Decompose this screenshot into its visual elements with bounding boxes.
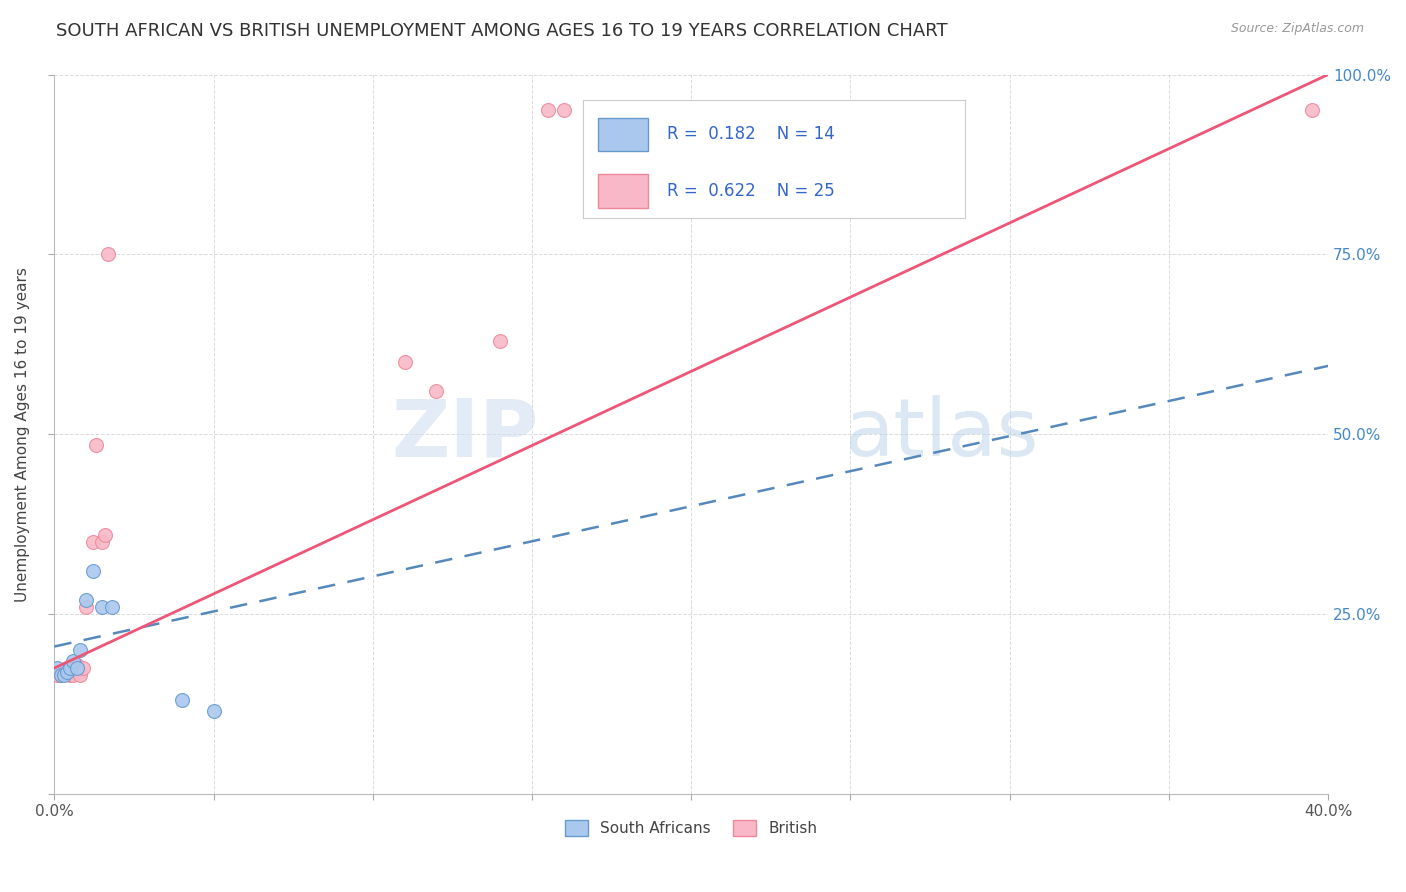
Point (75, 592, 97, 607)
Point (69, 665, 91, 679)
Point (553, 103, 575, 118)
Point (72, 661, 94, 675)
Point (75, 599, 97, 614)
Point (394, 355, 416, 369)
Text: ZIP: ZIP (391, 395, 538, 474)
Point (84, 438, 107, 452)
Point (1301, 103, 1323, 118)
Text: atlas: atlas (844, 395, 1039, 474)
Point (52, 665, 75, 679)
Point (425, 384, 447, 398)
Point (69, 643, 91, 657)
Point (59, 668, 82, 682)
Point (52, 668, 75, 682)
Point (62, 668, 84, 682)
Point (94, 528, 117, 542)
Point (97, 247, 120, 261)
Text: Source: ZipAtlas.com: Source: ZipAtlas.com (1230, 22, 1364, 36)
Point (69, 668, 91, 682)
Point (170, 693, 193, 707)
Point (91, 535, 114, 549)
Legend: South Africans, British: South Africans, British (557, 813, 825, 844)
Point (82, 564, 104, 578)
Point (46, 668, 69, 682)
Point (56, 661, 79, 675)
Point (49, 668, 72, 682)
Text: SOUTH AFRICAN VS BRITISH UNEMPLOYMENT AMONG AGES 16 TO 19 YEARS CORRELATION CHAR: SOUTH AFRICAN VS BRITISH UNEMPLOYMENT AM… (56, 22, 948, 40)
Point (65, 661, 87, 675)
Point (537, 103, 560, 118)
Point (100, 599, 122, 614)
Point (489, 334, 512, 348)
Point (62, 654, 84, 668)
Point (59, 661, 82, 675)
Y-axis label: Unemployment Among Ages 16 to 19 years: Unemployment Among Ages 16 to 19 years (15, 267, 30, 602)
Point (91, 599, 114, 614)
Point (202, 704, 225, 718)
Point (918, 103, 941, 118)
Point (903, 103, 925, 118)
Point (56, 665, 79, 679)
Point (872, 103, 894, 118)
Point (65, 657, 87, 672)
Point (82, 535, 104, 549)
Point (46, 661, 69, 675)
Point (49, 668, 72, 682)
